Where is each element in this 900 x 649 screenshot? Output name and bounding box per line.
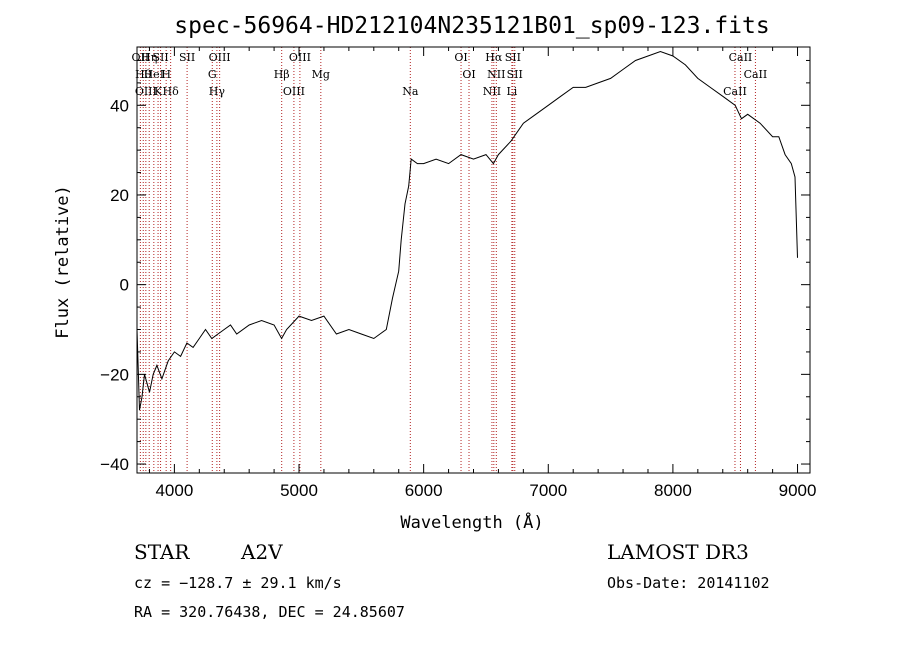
redshift-velocity: cz = −128.7 ± 29.1 km/s — [134, 574, 342, 592]
spectrum-line — [136, 50, 798, 411]
line-label: SII — [179, 51, 195, 64]
y-tick-label: 40 — [110, 96, 129, 115]
line-label: Hδ — [163, 85, 180, 98]
line-label: Li — [506, 85, 517, 98]
line-label: OI — [454, 51, 467, 64]
y-tick-label: −40 — [100, 455, 129, 474]
observation-date: Obs-Date: 20141102 — [607, 574, 770, 592]
plot-frame — [136, 46, 811, 474]
line-label: NII — [487, 68, 505, 81]
line-label: G — [208, 68, 217, 81]
line-label: Hβ — [274, 68, 290, 81]
x-tick-label: 5000 — [280, 481, 318, 500]
spectral-type: A2V — [241, 540, 283, 564]
line-label: CaII — [744, 68, 768, 81]
line-label: CaII — [729, 51, 753, 64]
line-label: SII — [152, 51, 168, 64]
x-tick-label: 9000 — [779, 481, 817, 500]
line-label: Hη — [141, 51, 157, 64]
y-tick-label: 0 — [120, 276, 129, 295]
line-label: Mg — [312, 68, 330, 81]
y-tick-label: 20 — [110, 186, 129, 205]
line-label: OII — [132, 51, 150, 64]
line-label: Hθ — [135, 68, 152, 81]
spectral-line-labels: OII Hθ OIII Hη HeI K SII H Hδ SII G Hγ OIII Hβ OIII OII… — [132, 51, 768, 98]
line-label: CaII — [723, 85, 747, 98]
line-label: Na — [402, 85, 419, 98]
line-label: H — [161, 68, 171, 81]
sky-coordinates: RA = 320.76438, DEC = 24.85607 — [134, 603, 405, 621]
line-label: OIII — [209, 51, 231, 64]
line-label: OIII — [135, 85, 157, 98]
line-label: Hα — [485, 51, 503, 64]
line-label: SII — [507, 68, 523, 81]
x-tick-label: 4000 — [155, 481, 193, 500]
x-axis-ticks: 4000 5000 6000 7000 8000 9000 — [148, 47, 817, 500]
survey-name: LAMOST DR3 — [607, 540, 749, 564]
x-tick-label: 6000 — [405, 481, 443, 500]
line-label: Hγ — [209, 85, 226, 98]
spectrum-plot: OII Hθ OIII Hη HeI K SII H Hδ SII G Hγ OIII Hβ OIII OII… — [53, 13, 817, 533]
x-tick-label: 7000 — [529, 481, 567, 500]
line-label: OI — [462, 68, 475, 81]
object-class: STAR — [134, 540, 190, 564]
chart-title: spec-56964-HD212104N235121B01_sp09-123.f… — [174, 13, 769, 39]
line-label: OIII — [283, 85, 305, 98]
line-label: OIII — [289, 51, 311, 64]
y-tick-label: −20 — [100, 365, 129, 384]
line-label: K — [154, 85, 163, 98]
line-label: HeI — [144, 68, 164, 81]
line-label: NII — [483, 85, 501, 98]
y-axis-ticks: −40 −20 0 20 40 — [100, 59, 810, 474]
y-axis-label: Flux (relative) — [53, 185, 73, 339]
x-axis-label: Wavelength (Å) — [400, 511, 543, 533]
spectral-line-markers — [139, 47, 756, 473]
line-label: SII — [505, 51, 521, 64]
x-tick-label: 8000 — [654, 481, 692, 500]
